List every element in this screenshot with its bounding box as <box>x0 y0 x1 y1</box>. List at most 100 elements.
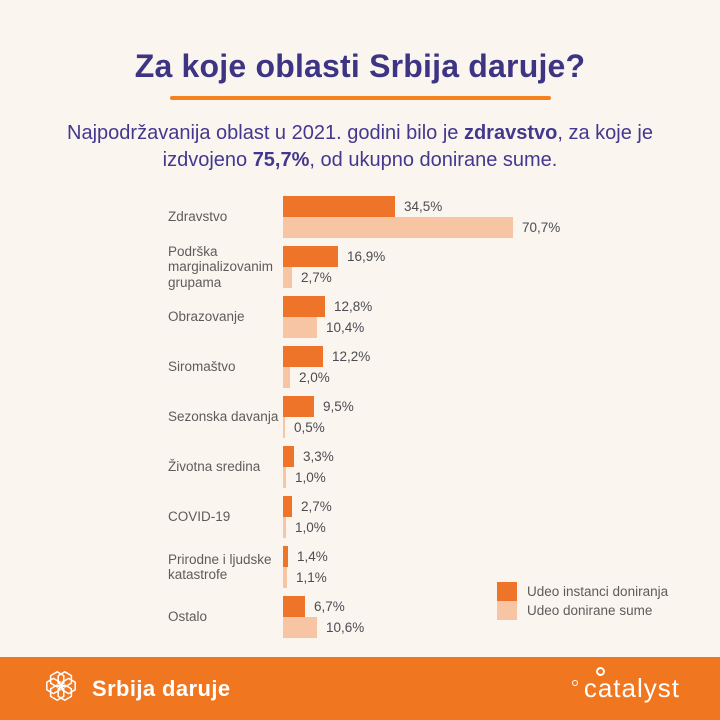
chart-row: Sezonska davanja 9,5% 0,5% <box>168 396 720 438</box>
bar-donation-instances <box>283 196 395 217</box>
category-label: Zdravstvo <box>168 209 228 225</box>
value-label: 70,7% <box>522 220 561 235</box>
bar-line: 16,9% <box>283 246 385 267</box>
bar-line: 1,4% <box>283 546 328 567</box>
subtitle: Najpodržavanija oblast u 2021. godini bi… <box>33 120 688 174</box>
category-label: COVID-19 <box>168 509 231 525</box>
bar-group: 16,9% 2,7% <box>283 246 385 288</box>
value-label: 2,7% <box>301 270 332 285</box>
value-label: 2,7% <box>301 499 332 514</box>
legend-swatch <box>497 601 517 620</box>
bar-line: 3,3% <box>283 446 334 467</box>
footer: Srbija daruje catalyst <box>0 657 720 720</box>
category-label: Podrška marginalizovanim grupama <box>168 243 274 290</box>
bar-line: 2,0% <box>283 367 370 388</box>
bar-line: 1,0% <box>283 467 334 488</box>
bar-donated-sum <box>283 217 513 238</box>
bar-line: 12,8% <box>283 296 372 317</box>
catalyst-ring-icon <box>595 667 605 676</box>
value-label: 1,0% <box>295 470 326 485</box>
bar-donation-instances <box>283 546 288 567</box>
bar-group: 12,8% 10,4% <box>283 296 372 338</box>
subtitle-text: Najpodržavanija oblast u 2021. godini bi… <box>67 122 464 144</box>
chart-row: Siromaštvo 12,2% 2,0% <box>168 346 720 388</box>
page-title: Za koje oblasti Srbija daruje? <box>134 48 586 84</box>
legend-label: Udeo donirane sume <box>527 603 653 618</box>
chart-row: Obrazovanje 12,8% 10,4% <box>168 296 720 338</box>
category-label: Obrazovanje <box>168 309 245 325</box>
bar-group: 2,7% 1,0% <box>283 496 332 538</box>
bar-donated-sum <box>283 317 317 338</box>
bar-donation-instances <box>283 346 323 367</box>
bar-group: 3,3% 1,0% <box>283 446 334 488</box>
value-label: 12,2% <box>332 349 371 364</box>
srbija-daruje-flower-icon <box>42 667 80 710</box>
subtitle-highlight-percent: 75,7% <box>252 149 310 171</box>
legend-item: Udeo instanci doniranja <box>497 582 668 601</box>
chart-row: COVID-19 2,7% 1,0% <box>168 496 720 538</box>
srbija-daruje-wordmark: Srbija daruje <box>92 675 231 701</box>
legend-swatch <box>497 582 517 601</box>
category-label: Ostalo <box>168 609 208 625</box>
value-label: 10,6% <box>326 620 365 635</box>
legend-label: Udeo instanci doniranja <box>527 584 669 599</box>
category-label: Prirodne i ljudske katastrofe <box>168 551 272 583</box>
bar-line: 10,6% <box>283 617 364 638</box>
bar-line: 0,5% <box>283 417 354 438</box>
value-label: 1,1% <box>296 570 327 585</box>
chart-row: Zdravstvo 34,5% 70,7% <box>168 196 720 238</box>
bar-line: 2,7% <box>283 496 332 517</box>
bar-donated-sum <box>283 617 317 638</box>
bar-line: 12,2% <box>283 346 370 367</box>
bar-donation-instances <box>283 246 338 267</box>
chart-legend: Udeo instanci doniranja Udeo donirane sum… <box>497 582 668 620</box>
value-label: 12,8% <box>334 299 373 314</box>
value-label: 16,9% <box>347 249 386 264</box>
bar-donated-sum <box>283 367 290 388</box>
bar-donation-instances <box>283 396 314 417</box>
bar-chart: Zdravstvo 34,5% 70,7% Podrška marginalizova… <box>0 196 720 638</box>
bar-line: 1,0% <box>283 517 332 538</box>
bar-line: 6,7% <box>283 596 364 617</box>
bar-group: 6,7% 10,6% <box>283 596 364 638</box>
bar-group: 1,4% 1,1% <box>283 546 328 588</box>
bar-line: 34,5% <box>283 196 560 217</box>
bar-line: 2,7% <box>283 267 385 288</box>
bar-donated-sum <box>283 267 292 288</box>
bar-donation-instances <box>283 296 325 317</box>
value-label: 9,5% <box>323 399 354 414</box>
category-label: Sezonska davanja <box>168 409 279 425</box>
subtitle-highlight-zdravstvo: zdravstvo <box>463 122 558 144</box>
value-label: 3,3% <box>303 449 334 464</box>
chart-row: Podrška marginalizovanim grupama 16,9% 2,7… <box>168 243 720 290</box>
bar-group: 12,2% 2,0% <box>283 346 370 388</box>
bar-group: 9,5% 0,5% <box>283 396 354 438</box>
srbija-daruje-brand: Srbija daruje <box>42 667 230 710</box>
bar-donated-sum <box>283 417 285 438</box>
category-label: Siromaštvo <box>168 359 236 375</box>
bar-donated-sum <box>283 467 286 488</box>
chart-row: Prirodne i ljudske katastrofe 1,4% 1,1% <box>168 546 720 588</box>
category-label: Životna sredina <box>168 459 261 475</box>
bar-line: 9,5% <box>283 396 354 417</box>
bar-donation-instances <box>283 496 292 517</box>
header: Za koje oblasti Srbija daruje? Najpodrža… <box>0 0 720 174</box>
chart-row: Životna sredina 3,3% 1,0% <box>168 446 720 488</box>
value-label: 2,0% <box>299 370 330 385</box>
subtitle-text: , od ukupno donirane sume. <box>309 149 558 171</box>
value-label: 0,5% <box>294 420 325 435</box>
bar-line: 1,1% <box>283 567 328 588</box>
value-label: 10,4% <box>326 320 365 335</box>
value-label: 1,0% <box>295 520 326 535</box>
catalyst-wordmark: catalyst <box>583 673 680 703</box>
bar-donated-sum <box>283 567 287 588</box>
value-label: 1,4% <box>297 549 328 564</box>
value-label: 6,7% <box>314 599 345 614</box>
catalyst-ring-icon <box>571 680 578 686</box>
legend-item: Udeo donirane sume <box>497 601 668 620</box>
bar-donated-sum <box>283 517 286 538</box>
subtitle-text: , za koje je izdvojeno <box>162 122 653 171</box>
catalyst-logo: catalyst <box>571 667 680 704</box>
bar-line: 70,7% <box>283 217 560 238</box>
